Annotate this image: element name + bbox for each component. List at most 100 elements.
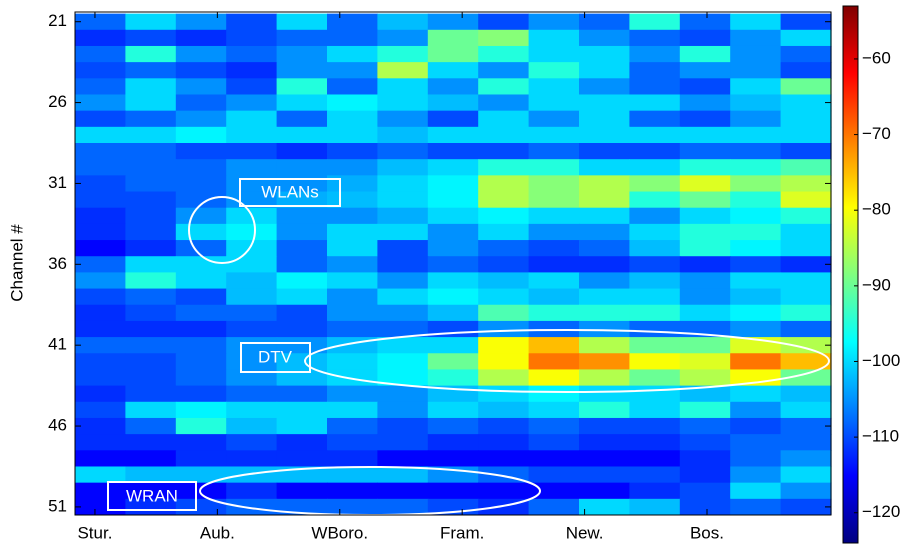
heat-cell [226,482,278,500]
heat-cell [478,175,530,193]
heat-cell [75,45,126,63]
heat-cell [730,223,782,241]
heat-cell [377,13,429,31]
heat-cell [730,450,782,468]
heat-cell [327,498,378,515]
heat-cell [528,385,580,403]
heat-cell [780,450,832,468]
heat-cell [629,288,681,306]
heat-cell [226,401,278,419]
colorbar-tick-label: −80 [862,200,891,219]
heat-cell [730,401,782,419]
heat-cell [579,369,630,387]
heat-cell [679,62,731,79]
heat-cell [427,288,479,306]
heat-cell [579,207,630,225]
heat-cell [478,450,530,468]
heat-cell [327,94,378,112]
y-tick-label: 31 [48,173,67,192]
heat-cell [377,126,429,144]
colorbar-tick-label: −110 [862,427,899,446]
heat-cell [377,159,429,176]
heat-cell [226,191,278,209]
heat-cell [175,175,227,193]
heat-cell [276,385,328,403]
heat-cell [478,272,530,290]
heat-cell [528,191,580,209]
heat-cell [125,175,177,193]
heat-cell [377,78,429,96]
heat-cell [679,159,731,176]
heat-cell [276,191,328,209]
heat-cell [679,78,731,96]
colorbar [842,5,859,544]
x-tick-label: Fram. [440,523,484,542]
heat-cell [327,401,378,419]
heat-cell [528,417,580,435]
heat-cell [629,466,681,484]
heat-cell [629,62,681,79]
heat-cell [679,45,731,63]
heat-cell [276,353,328,371]
heat-cell [629,175,681,193]
heat-cell [175,143,227,160]
heat-cell [478,143,530,160]
heat-cell [377,353,429,371]
heat-cell [629,45,681,63]
heat-cell [579,191,630,209]
heat-cell [579,223,630,241]
heat-cell [276,482,328,500]
heat-cell [780,143,832,160]
heat-cell [427,175,479,193]
heat-cell [327,29,378,47]
heat-cell [579,272,630,290]
x-tick-label: WBoro. [311,523,368,542]
heat-cell [629,94,681,112]
heat-cell [327,126,378,144]
dtv-box [240,342,311,373]
heat-cell [478,13,530,31]
heat-cell [528,126,580,144]
heat-cell [780,13,832,31]
heat-cell [679,143,731,160]
heat-cell [75,288,126,306]
heat-cell [377,466,429,484]
heat-cell [276,207,328,225]
heat-cell [730,207,782,225]
heat-cell [226,272,278,290]
heat-cell [327,143,378,160]
heat-cell [528,288,580,306]
heat-cell [730,272,782,290]
heat-cell [327,207,378,225]
heat-cell [478,45,530,63]
heat-cell [730,417,782,435]
heat-cell [780,401,832,419]
heat-cell [629,304,681,322]
heat-cell [528,353,580,371]
heat-cell [327,385,378,403]
heat-cell [579,175,630,193]
heat-cell [226,13,278,31]
heat-cell [679,417,731,435]
heat-cell [327,223,378,241]
heat-cell [478,159,530,176]
heat-cell [679,369,731,387]
heat-cell [427,94,479,112]
heat-cell [780,78,832,96]
heat-cell [125,369,177,387]
heat-cell [528,62,580,79]
heat-cell [528,304,580,322]
heat-cell [125,94,177,112]
heat-cell [75,337,126,354]
heat-cell [427,13,479,31]
heat-cell [478,417,530,435]
heat-cell [75,191,126,209]
heat-cell [730,175,782,193]
heat-cell [679,191,731,209]
heat-cell [528,175,580,193]
heat-cell [75,13,126,31]
heat-cell [75,320,126,338]
heat-cell [780,191,832,209]
heat-cell [427,240,479,257]
heat-cell [579,434,630,451]
